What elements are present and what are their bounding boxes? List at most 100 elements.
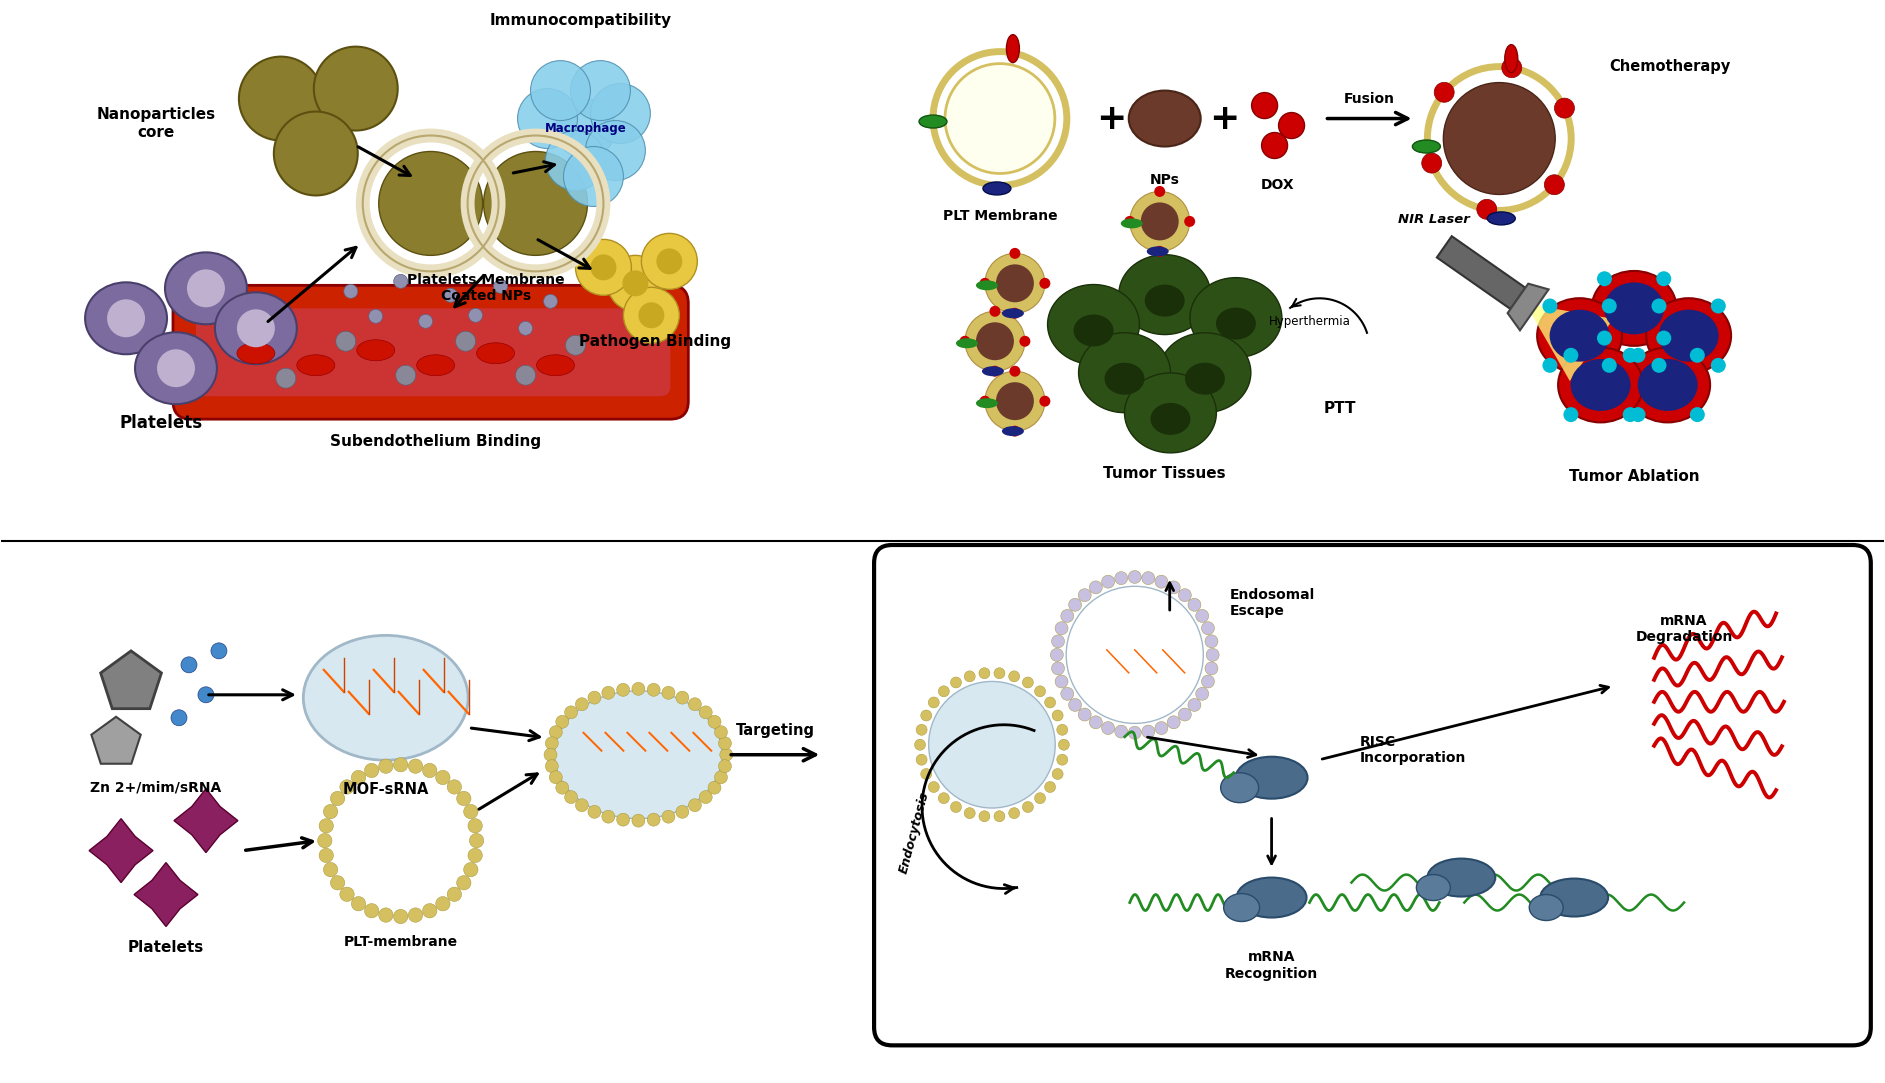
Circle shape xyxy=(1167,580,1180,593)
Circle shape xyxy=(1563,348,1578,363)
Circle shape xyxy=(1421,153,1442,173)
Circle shape xyxy=(1035,686,1046,696)
Ellipse shape xyxy=(1604,283,1664,335)
Circle shape xyxy=(714,726,728,739)
Circle shape xyxy=(927,697,939,708)
Circle shape xyxy=(927,782,939,793)
Text: Chemotherapy: Chemotherapy xyxy=(1610,60,1730,74)
Polygon shape xyxy=(90,717,141,764)
Circle shape xyxy=(1156,721,1169,734)
Circle shape xyxy=(965,311,1025,371)
Circle shape xyxy=(187,270,224,308)
Circle shape xyxy=(959,336,971,347)
Text: mRNA
Recognition: mRNA Recognition xyxy=(1225,951,1318,980)
Circle shape xyxy=(1056,622,1069,635)
Circle shape xyxy=(976,323,1014,361)
Circle shape xyxy=(1597,330,1612,345)
Circle shape xyxy=(586,120,645,181)
Circle shape xyxy=(571,61,630,120)
Circle shape xyxy=(1008,426,1020,436)
Circle shape xyxy=(1052,769,1063,780)
Circle shape xyxy=(662,810,675,823)
Text: Macrophage: Macrophage xyxy=(545,122,626,135)
Circle shape xyxy=(601,687,615,700)
Circle shape xyxy=(556,781,569,794)
Circle shape xyxy=(1167,716,1180,729)
Circle shape xyxy=(980,278,990,289)
Circle shape xyxy=(950,677,961,688)
Circle shape xyxy=(1142,572,1156,585)
Circle shape xyxy=(369,310,383,324)
Circle shape xyxy=(1602,357,1617,373)
Ellipse shape xyxy=(982,366,1005,376)
Polygon shape xyxy=(1531,305,1614,381)
Circle shape xyxy=(1061,688,1074,701)
Circle shape xyxy=(624,287,679,343)
Circle shape xyxy=(1008,248,1020,259)
Circle shape xyxy=(422,903,437,918)
Circle shape xyxy=(920,769,931,780)
Circle shape xyxy=(688,799,701,812)
Ellipse shape xyxy=(1549,310,1610,362)
Circle shape xyxy=(239,56,322,141)
Circle shape xyxy=(456,331,475,351)
Circle shape xyxy=(317,834,332,848)
Circle shape xyxy=(469,309,483,323)
Circle shape xyxy=(588,691,601,704)
Circle shape xyxy=(1101,575,1114,588)
Circle shape xyxy=(330,875,345,890)
Circle shape xyxy=(566,791,577,804)
Circle shape xyxy=(647,683,660,696)
Circle shape xyxy=(379,152,483,256)
Circle shape xyxy=(530,61,590,120)
Circle shape xyxy=(1114,572,1127,585)
Ellipse shape xyxy=(1122,219,1142,229)
Circle shape xyxy=(631,682,645,695)
Circle shape xyxy=(1129,571,1140,584)
Ellipse shape xyxy=(215,292,296,364)
Circle shape xyxy=(467,819,483,833)
Circle shape xyxy=(639,302,664,328)
Circle shape xyxy=(364,903,379,918)
Ellipse shape xyxy=(1048,285,1139,364)
Text: Tumor Tissues: Tumor Tissues xyxy=(1103,466,1225,481)
Circle shape xyxy=(1252,92,1278,118)
Circle shape xyxy=(1052,710,1063,721)
Text: Endocytosis: Endocytosis xyxy=(897,791,931,875)
Circle shape xyxy=(273,112,358,195)
Circle shape xyxy=(336,331,356,351)
Circle shape xyxy=(699,706,713,719)
Text: PLT Membrane: PLT Membrane xyxy=(942,209,1057,223)
Circle shape xyxy=(699,791,713,804)
Ellipse shape xyxy=(1144,285,1184,316)
Circle shape xyxy=(545,759,558,772)
Circle shape xyxy=(1008,808,1020,819)
Circle shape xyxy=(1052,662,1065,675)
Circle shape xyxy=(978,811,990,822)
Text: Platelets Membrane
Coated NPs: Platelets Membrane Coated NPs xyxy=(407,273,564,303)
Polygon shape xyxy=(100,651,162,708)
Circle shape xyxy=(566,706,577,719)
Ellipse shape xyxy=(1105,363,1144,394)
Ellipse shape xyxy=(417,355,454,376)
Ellipse shape xyxy=(1223,893,1259,922)
Circle shape xyxy=(319,848,334,863)
Ellipse shape xyxy=(1186,363,1225,394)
Circle shape xyxy=(1061,610,1074,623)
Circle shape xyxy=(993,811,1005,822)
Circle shape xyxy=(1261,132,1287,158)
Circle shape xyxy=(709,781,720,794)
Circle shape xyxy=(916,754,927,766)
Circle shape xyxy=(1657,330,1672,345)
Circle shape xyxy=(469,834,484,848)
Circle shape xyxy=(1142,726,1156,738)
Circle shape xyxy=(379,908,394,923)
Ellipse shape xyxy=(296,355,336,376)
Circle shape xyxy=(990,366,1001,377)
Circle shape xyxy=(422,764,437,778)
Circle shape xyxy=(443,288,458,302)
Circle shape xyxy=(211,643,226,658)
Ellipse shape xyxy=(1416,875,1450,901)
Circle shape xyxy=(1044,782,1056,793)
Circle shape xyxy=(1502,57,1521,78)
